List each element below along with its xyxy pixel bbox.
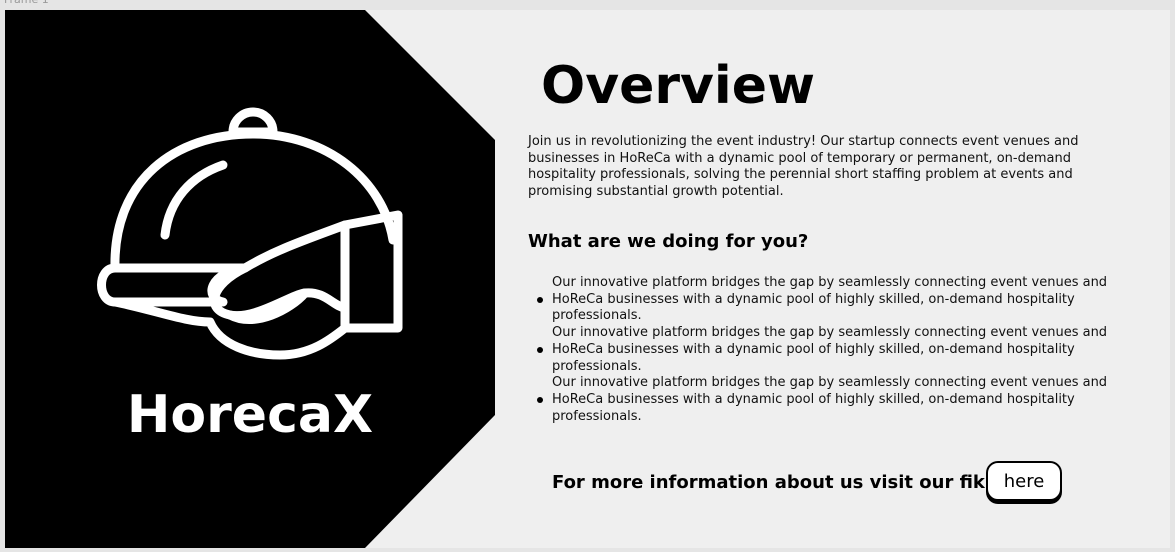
hexagon bbox=[5, 10, 495, 548]
frame-label: Frame 1 bbox=[4, 0, 49, 6]
footer-text: For more information about us visit our … bbox=[552, 472, 992, 493]
bullet: Our innovative platform bridges the gap … bbox=[535, 325, 1120, 375]
logo-panel bbox=[5, 10, 495, 548]
frame: HorecaX Overview Join us in revolutioniz… bbox=[5, 10, 1170, 548]
intro: Join us in revolutionizing the event ind… bbox=[528, 134, 1079, 200]
bullet: Our innovative platform bridges the gap … bbox=[535, 275, 1120, 325]
subtitle: What are we doing for you? bbox=[528, 231, 809, 252]
bullet: Our innovative platform bridges the gap … bbox=[535, 375, 1120, 425]
here-button[interactable]: here bbox=[986, 461, 1062, 501]
logo-name: HorecaX bbox=[126, 385, 374, 445]
bullet-list: Our innovative platform bridges the gap … bbox=[535, 275, 1120, 425]
title: Overview bbox=[541, 56, 816, 116]
cloche-icon bbox=[97, 107, 403, 360]
